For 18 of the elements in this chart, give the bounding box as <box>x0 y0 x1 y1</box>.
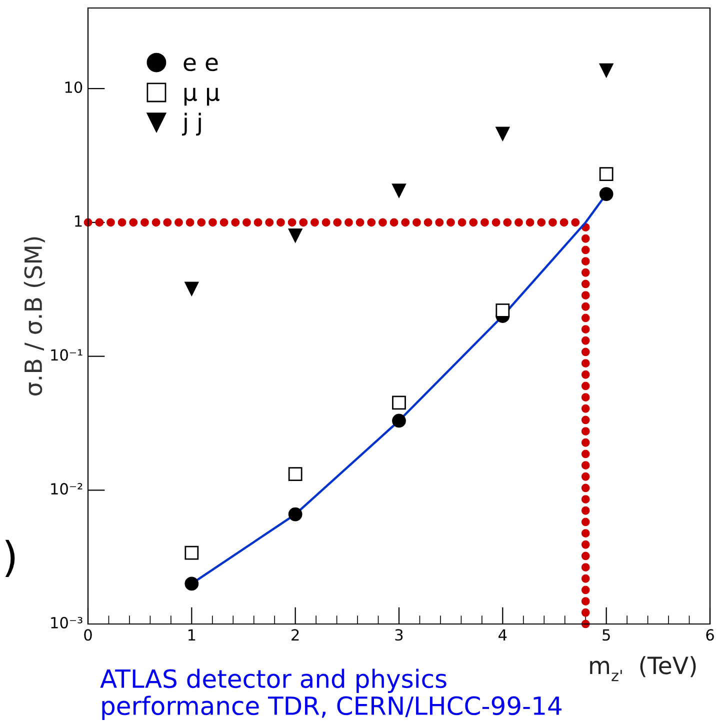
text: ) <box>5 540 15 577</box>
x-tick-label: 3 <box>395 629 403 641</box>
y-tick-label: 10⁻¹ <box>51 349 82 361</box>
legend-label: μ μ <box>184 88 220 106</box>
x-tick-label: 0 <box>84 629 92 641</box>
x-tick-label: 6 <box>706 629 714 641</box>
y-axis-title: σ.B / σ.B (SM) <box>24 237 45 396</box>
legend-label: e e <box>184 58 218 72</box>
x-tick-label: 4 <box>498 629 507 640</box>
y-tick-label: 10⁻² <box>51 483 82 495</box>
x-tick-label: 5 <box>602 629 610 641</box>
text: ATLAS detector and physics performance TDR, CERN/LHCC-99-14 <box>100 668 562 720</box>
y-tick-label: 10 <box>65 81 82 94</box>
y-tick-label: 10⁻³ <box>51 616 82 628</box>
x-tick-label: 2 <box>292 629 299 640</box>
x-tick-label: 1 <box>188 629 196 640</box>
y-tick-label: 1 <box>75 216 82 227</box>
legend-label: j j <box>182 112 201 136</box>
